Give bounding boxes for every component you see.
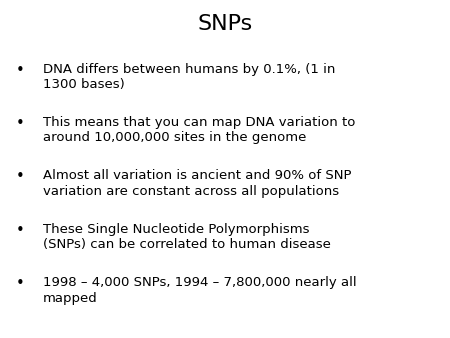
- Text: These Single Nucleotide Polymorphisms
(SNPs) can be correlated to human disease: These Single Nucleotide Polymorphisms (S…: [43, 223, 331, 251]
- Text: •: •: [16, 116, 24, 131]
- Text: •: •: [16, 276, 24, 291]
- Text: SNPs: SNPs: [198, 14, 252, 33]
- Text: 1998 – 4,000 SNPs, 1994 – 7,800,000 nearly all
mapped: 1998 – 4,000 SNPs, 1994 – 7,800,000 near…: [43, 276, 356, 305]
- Text: Almost all variation is ancient and 90% of SNP
variation are constant across all: Almost all variation is ancient and 90% …: [43, 169, 351, 198]
- Text: •: •: [16, 63, 24, 77]
- Text: This means that you can map DNA variation to
around 10,000,000 sites in the geno: This means that you can map DNA variatio…: [43, 116, 355, 144]
- Text: DNA differs between humans by 0.1%, (1 in
1300 bases): DNA differs between humans by 0.1%, (1 i…: [43, 63, 335, 91]
- Text: •: •: [16, 223, 24, 238]
- Text: •: •: [16, 169, 24, 184]
